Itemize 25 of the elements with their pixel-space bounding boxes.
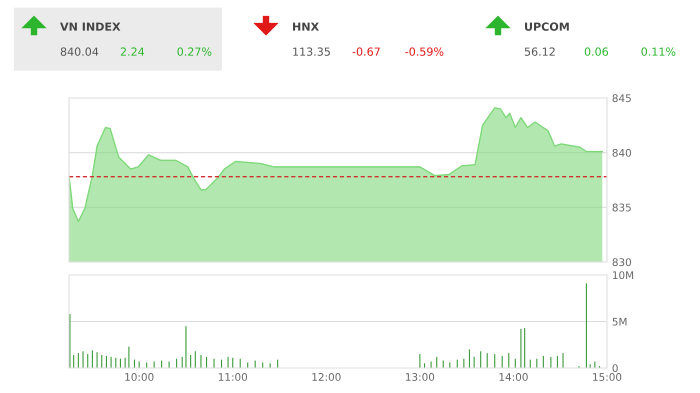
y-tick-label: 835 (612, 204, 631, 212)
x-tick-label: 12:00 (312, 373, 341, 381)
data-label: -0.59% (405, 47, 444, 56)
category-label: UPCOM (525, 22, 569, 31)
y-tick-label: 10M (613, 271, 634, 280)
x-tick-label: 13:00 (406, 373, 434, 381)
x-tick-label: 11:00 (218, 373, 248, 381)
data-label: 840.04 (60, 47, 98, 56)
x-tick-label: 10:00 (125, 373, 154, 381)
data-label: 2.24 (120, 47, 144, 56)
data-label: 0.11% (641, 47, 676, 56)
category-label: HNX (293, 22, 319, 31)
data-label: 0.27% (177, 47, 212, 56)
data-label: 56.12 (524, 47, 555, 56)
y-tick-label: 0 (612, 364, 618, 372)
x-tick-label: 14:00 (500, 373, 528, 381)
data-label: -0.67 (352, 47, 380, 56)
y-tick-label: 840 (612, 148, 632, 157)
y-tick-label: 830 (612, 258, 632, 266)
y-tick-label: 845 (612, 94, 631, 102)
category-label: VN INDEX (60, 22, 120, 31)
data-label: 0.06 (584, 47, 608, 56)
x-tick-label: 15:00 (593, 373, 622, 381)
y-tick-label: 5M (612, 318, 626, 326)
data-label: 113.35 (293, 47, 330, 56)
